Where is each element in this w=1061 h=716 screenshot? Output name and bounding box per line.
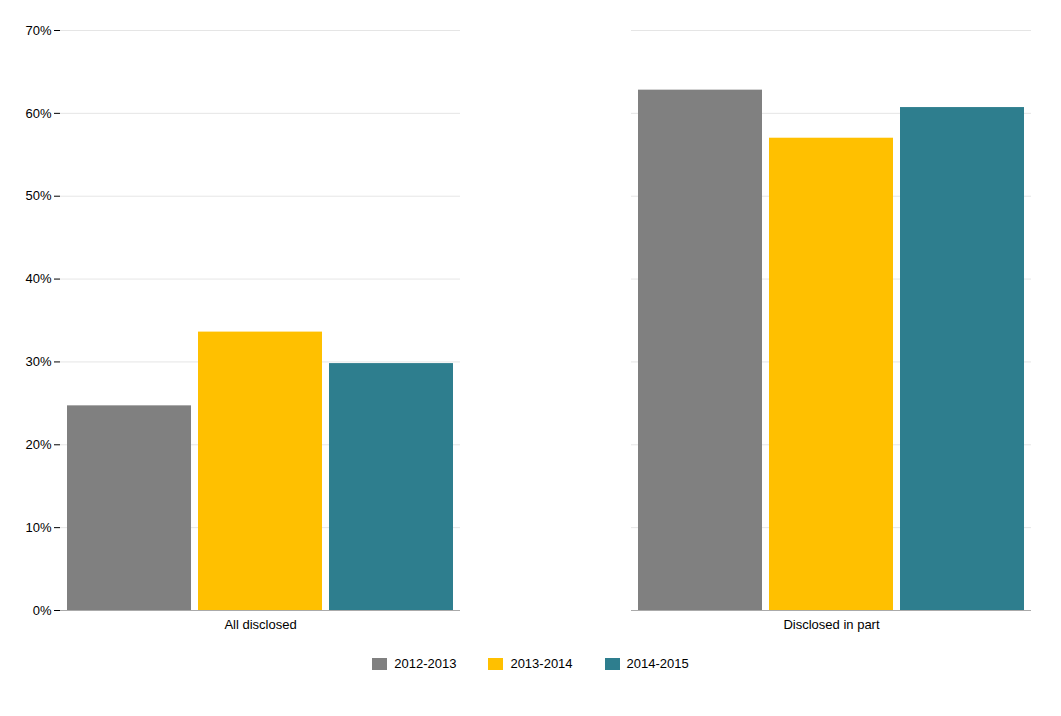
svg-text:0%: 0% xyxy=(33,603,52,618)
svg-text:30%: 30% xyxy=(25,354,51,369)
svg-text:All disclosed: All disclosed xyxy=(224,617,296,632)
svg-text:10%: 10% xyxy=(25,520,51,535)
svg-text:70%: 70% xyxy=(25,23,51,38)
svg-text:20%: 20% xyxy=(25,437,51,452)
html-text:2013-2014: 2013-2014 xyxy=(510,656,573,671)
html-text:2012-2013: 2012-2013 xyxy=(394,656,457,671)
svg-text:Disclosed in part: Disclosed in part xyxy=(783,617,879,632)
svg-text:50%: 50% xyxy=(25,188,51,203)
svg-text:60%: 60% xyxy=(25,106,51,121)
svg-text:40%: 40% xyxy=(25,271,51,286)
html-text:2014-2015: 2014-2015 xyxy=(626,656,689,671)
